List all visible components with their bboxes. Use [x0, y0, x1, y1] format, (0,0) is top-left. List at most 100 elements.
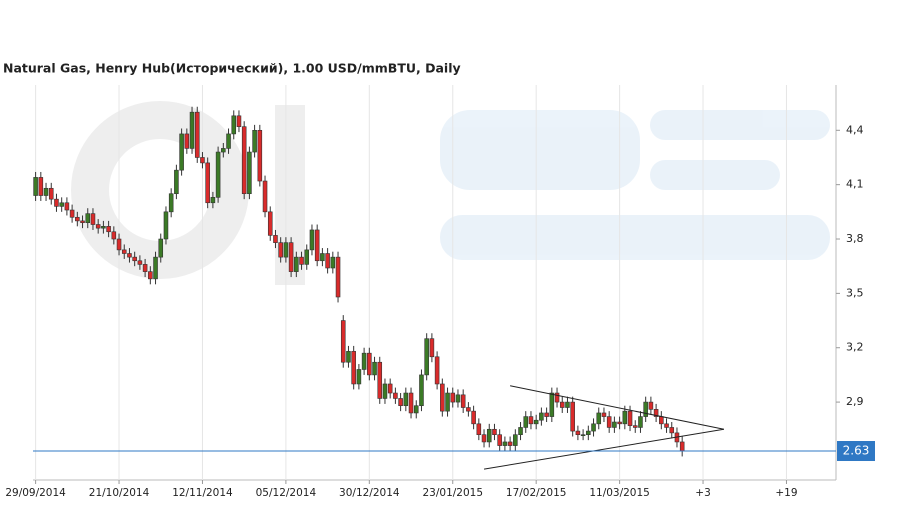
candle-body — [580, 434, 586, 437]
candle-body — [85, 213, 91, 224]
candle-body — [267, 211, 273, 236]
candle-body — [403, 392, 409, 407]
candle-body — [137, 260, 143, 265]
candle-body — [106, 226, 111, 233]
candle-body — [518, 427, 523, 436]
y-tick-label: 4,4 — [846, 123, 864, 136]
candle-body — [617, 421, 622, 425]
candle-body — [492, 428, 497, 436]
candle-body — [127, 253, 132, 258]
candle-body — [132, 256, 137, 262]
x-tick-label: 21/10/2014 — [89, 487, 150, 499]
candle-body — [241, 126, 247, 195]
candle-body — [408, 392, 414, 414]
last-price-box — [837, 441, 875, 462]
candle-body — [262, 180, 268, 213]
candle-body — [413, 405, 419, 414]
candle-body — [43, 187, 49, 196]
candle-body — [507, 441, 513, 446]
candle-body — [554, 392, 560, 403]
candle-body — [398, 398, 403, 407]
candle-body — [367, 352, 372, 376]
candle-body — [513, 434, 518, 446]
last-price-label: 2.63 — [843, 444, 870, 458]
candle-body — [54, 198, 59, 207]
candle-body — [48, 187, 54, 200]
candle-body — [591, 423, 596, 432]
candle-body — [168, 193, 174, 213]
candle-body — [455, 394, 461, 403]
trendline — [483, 428, 724, 470]
candle-body — [638, 416, 643, 428]
candle-body — [215, 151, 221, 198]
candle-body — [466, 407, 471, 412]
candle-body — [210, 197, 216, 204]
candle-body — [653, 409, 659, 417]
x-tick-label: 29/09/2014 — [5, 487, 66, 499]
watermark — [71, 101, 830, 285]
y-tick-label: 2,9 — [846, 395, 864, 408]
candle-body — [544, 412, 549, 417]
candle-body — [440, 383, 445, 412]
candle-body — [460, 394, 466, 408]
candle-body — [189, 111, 195, 149]
candle-body — [387, 383, 393, 394]
candle-body — [424, 338, 429, 376]
candle-body — [200, 157, 205, 164]
candle-body — [116, 238, 122, 251]
candle-body — [356, 369, 362, 385]
x-tick-label: 12/11/2014 — [172, 487, 233, 499]
candle-body — [226, 133, 231, 149]
candle-body — [148, 271, 153, 280]
candle-body — [340, 320, 346, 363]
candle-body — [481, 434, 487, 443]
y-tick-label: 3,2 — [846, 341, 864, 354]
x-tick-label: 30/12/2014 — [339, 487, 400, 499]
candle-body — [372, 361, 377, 376]
candle-body — [304, 249, 310, 265]
x-tick-label: 05/12/2014 — [256, 487, 317, 499]
candle-body — [158, 238, 164, 258]
candle-body — [325, 253, 330, 269]
candle-body — [659, 416, 664, 425]
candle-body — [288, 242, 294, 272]
candle-body — [75, 216, 80, 222]
candle-body — [231, 115, 237, 135]
candle-body — [486, 428, 492, 443]
candle-body — [273, 235, 278, 243]
candle-body — [278, 242, 283, 258]
candle-body — [163, 211, 169, 240]
trendline — [510, 385, 724, 430]
candle-body — [549, 392, 555, 417]
candle-body — [596, 412, 602, 425]
candle-body — [643, 401, 648, 417]
candle-body — [80, 220, 85, 224]
candle-body — [627, 410, 633, 426]
candle-body — [257, 129, 263, 182]
candle-body — [111, 231, 117, 240]
candle-body — [632, 425, 638, 428]
candle-body — [314, 229, 320, 262]
candle-body — [283, 242, 289, 258]
candle-body — [64, 202, 70, 211]
candle-body — [648, 401, 654, 410]
x-tick-label: +19 — [775, 487, 797, 499]
candle-body — [179, 133, 184, 171]
candle-body — [434, 356, 440, 385]
x-tick-label: 17/02/2015 — [506, 487, 567, 499]
candle-body — [174, 169, 179, 195]
candle-body — [575, 430, 581, 436]
candle-body — [377, 361, 383, 399]
candle-body — [335, 256, 341, 298]
candle-body — [679, 441, 685, 452]
candle-body — [559, 401, 565, 408]
y-tick-label: 3,5 — [846, 286, 864, 299]
candle-body — [497, 434, 502, 446]
watermark-shape — [650, 160, 780, 190]
candle-body — [622, 410, 628, 425]
candle-body — [90, 213, 96, 225]
y-tick-label: 4,1 — [846, 178, 864, 191]
candle-body — [601, 412, 607, 417]
candle-body — [429, 338, 435, 358]
